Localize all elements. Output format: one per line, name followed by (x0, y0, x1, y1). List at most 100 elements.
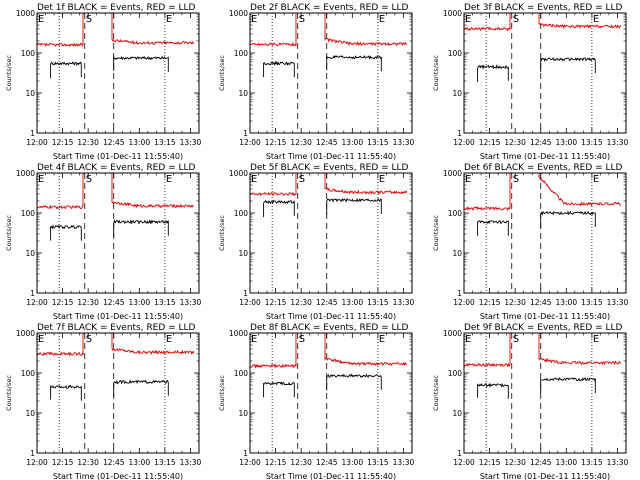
events-series-line (476, 57, 596, 82)
x-tick-label: 12:30 (504, 458, 526, 467)
marker-label: S (512, 334, 518, 345)
y-tick-label: 100 (447, 369, 462, 378)
x-tick-label: 13:30 (606, 298, 628, 307)
y-tick-label: 1 (30, 129, 35, 138)
y-tick-label: 1000 (229, 9, 248, 18)
lld-series-line (36, 173, 194, 210)
y-tick-label: 1 (457, 289, 462, 298)
plot-frame (463, 12, 627, 134)
detector-chart-2: Det 2f BLACK = Events, RED = LLD Counts/s… (218, 3, 415, 161)
y-tick-label: 1000 (16, 9, 35, 18)
x-tick-label: 12:45 (530, 138, 552, 147)
y-axis-label: Counts/sec (5, 215, 13, 251)
x-axis-label: Start Time (01-Dec-11 11:55:40) (266, 312, 396, 321)
plot-frame (463, 332, 627, 454)
events-series-line (50, 379, 169, 401)
x-tick-label: 12:15 (52, 138, 74, 147)
marker-label: S (299, 174, 305, 185)
y-tick-label: 10 (25, 89, 35, 98)
x-tick-label: 12:15 (265, 298, 287, 307)
marker-label: E (166, 14, 172, 25)
x-tick-label: 13:15 (581, 458, 603, 467)
x-tick-label: 13:15 (367, 298, 389, 307)
marker-label: E (251, 14, 257, 25)
chart-title: Det 1f BLACK = Events, RED = LLD (37, 3, 196, 13)
y-tick-label: 1 (457, 449, 462, 458)
y-tick-label: 100 (447, 49, 462, 58)
y-tick-label: 100 (21, 209, 36, 218)
x-axis-label: Start Time (01-Dec-11 11:55:40) (266, 472, 396, 480)
marker-label: E (38, 14, 44, 25)
detector-chart-8: Det 8f BLACK = Events, RED = LLD Counts/s… (218, 323, 414, 480)
x-tick-label: 12:15 (52, 458, 74, 467)
y-tick-label: 10 (25, 409, 35, 418)
y-tick-label: 1 (244, 449, 249, 458)
x-axis-label: Start Time (01-Dec-11 11:55:40) (53, 152, 183, 161)
x-tick-label: 12:45 (103, 298, 125, 307)
x-axis-label: Start Time (01-Dec-11 11:55:40) (480, 472, 610, 480)
y-tick-label: 1000 (229, 329, 248, 338)
y-tick-label: 1000 (443, 329, 462, 338)
x-tick-label: 12:30 (77, 298, 99, 307)
x-axis-label: Start Time (01-Dec-11 11:55:40) (53, 472, 183, 480)
lld-series-line (36, 13, 195, 48)
x-tick-label: 13:00 (342, 458, 364, 467)
x-tick-label: 13:30 (606, 138, 628, 147)
plot-frame (36, 12, 200, 134)
plot-frame (249, 172, 413, 294)
events-series-line (476, 377, 596, 399)
y-tick-label: 1 (30, 289, 35, 298)
x-tick-label: 12:45 (316, 138, 338, 147)
x-tick-label: 13:00 (555, 138, 577, 147)
x-tick-label: 12:15 (478, 138, 500, 147)
x-tick-label: 12:15 (478, 298, 500, 307)
y-tick-label: 100 (234, 209, 249, 218)
x-axis-label: Start Time (01-Dec-11 11:55:40) (266, 152, 396, 161)
y-tick-label: 1000 (229, 169, 248, 178)
x-tick-label: 12:30 (504, 298, 526, 307)
chart-title: Det 2f BLACK = Events, RED = LLD (250, 3, 409, 13)
marker-label: E (38, 174, 44, 185)
x-tick-label: 13:15 (154, 298, 176, 307)
x-tick-label: 12:15 (478, 458, 500, 467)
x-tick-label: 13:30 (393, 138, 415, 147)
events-series-line (50, 219, 169, 241)
marker-label: E (593, 174, 599, 185)
x-tick-label: 12:45 (316, 458, 338, 467)
x-tick-label: 13:00 (129, 138, 151, 147)
detector-chart-1: Det 1f BLACK = Events, RED = LLD Counts/s… (5, 3, 201, 161)
x-tick-label: 12:45 (530, 458, 552, 467)
events-series-line (263, 54, 383, 78)
plot-frame (36, 332, 200, 454)
x-tick-label: 13:30 (180, 298, 202, 307)
x-tick-label: 12:15 (52, 298, 74, 307)
y-axis-label: Counts/sec (218, 215, 226, 251)
y-tick-label: 1000 (443, 9, 462, 18)
events-series-line (263, 373, 383, 398)
marker-label: E (465, 334, 471, 345)
marker-label: S (86, 14, 92, 25)
x-tick-label: 12:00 (26, 298, 48, 307)
x-tick-label: 12:00 (453, 458, 475, 467)
chart-title: Det 5f BLACK = Events, RED = LLD (250, 163, 409, 173)
x-tick-label: 13:00 (555, 458, 577, 467)
marker-label: E (379, 174, 385, 185)
detector-chart-4: Det 4f BLACK = Events, RED = LLD Counts/s… (5, 163, 202, 321)
x-tick-label: 12:00 (26, 138, 48, 147)
lld-series-line (463, 173, 621, 211)
x-tick-label: 12:00 (240, 138, 262, 147)
marker-label: E (379, 14, 385, 25)
lld-series-line (250, 173, 408, 197)
x-tick-label: 12:00 (240, 458, 262, 467)
y-tick-label: 100 (21, 369, 36, 378)
y-tick-label: 1000 (443, 169, 462, 178)
marker-label: E (38, 334, 44, 345)
chart-title: Det 7f BLACK = Events, RED = LLD (37, 323, 196, 333)
y-axis-label: Counts/sec (5, 55, 13, 91)
events-series-line (476, 210, 596, 236)
x-axis-label: Start Time (01-Dec-11 11:55:40) (480, 152, 610, 161)
x-tick-label: 13:00 (129, 458, 151, 467)
x-tick-label: 12:45 (103, 458, 125, 467)
marker-label: E (166, 174, 172, 185)
